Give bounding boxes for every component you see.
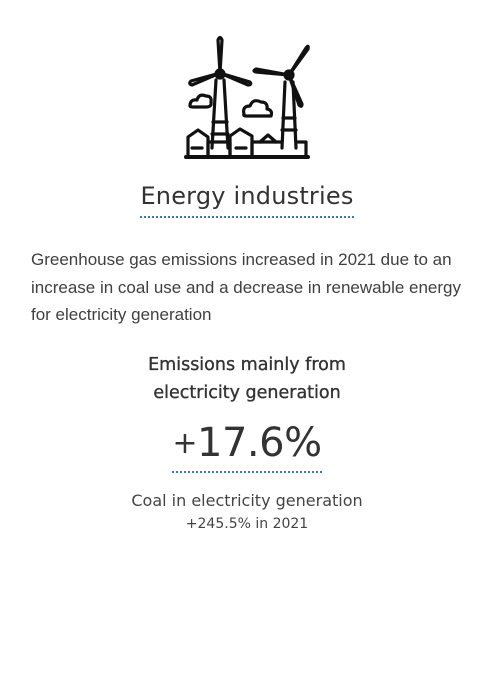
- coal-note-line-1: Coal in electricity generation: [131, 491, 363, 510]
- coal-note-line-2: +245.5% in 2021: [185, 516, 309, 532]
- card-title-text: Energy industries: [140, 182, 354, 218]
- subheading-line-2: electricity generation: [153, 383, 341, 403]
- card-description: Greenhouse gas emissions increased in 20…: [31, 250, 461, 324]
- stat-value-wrapper: +17.6%: [172, 420, 322, 473]
- emissions-subheading: Emissions mainly from electricity genera…: [0, 351, 494, 407]
- subheading-line-1: Emissions mainly from: [148, 355, 346, 375]
- stat-sign: +: [172, 426, 198, 461]
- wind-turbines-factory-icon: [184, 35, 310, 159]
- card-title: Energy industries: [0, 182, 494, 218]
- coal-note: Coal in electricity generation +245.5% i…: [0, 490, 494, 536]
- stat-value: 17.6%: [197, 420, 322, 466]
- emissions-change-stat: +17.6%: [0, 420, 494, 473]
